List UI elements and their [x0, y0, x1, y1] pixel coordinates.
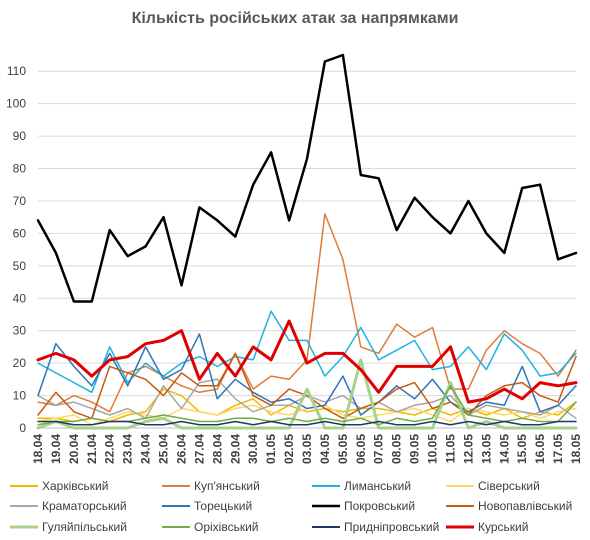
- x-tick-label: 13.05: [479, 434, 493, 464]
- legend-label: Курський: [478, 520, 528, 534]
- y-tick-label: 100: [6, 97, 26, 111]
- series-line-10: [37, 420, 577, 426]
- series-line-8: [36, 358, 578, 430]
- x-tick-label: 08.05: [390, 434, 404, 464]
- y-tick-label: 20: [13, 356, 27, 370]
- x-tick-label: 16.05: [533, 434, 547, 464]
- x-tick-label: 09.05: [408, 434, 422, 464]
- gridlines: [38, 70, 576, 429]
- x-tick-label: 18.05: [569, 434, 583, 464]
- legend-label: Сіверський: [478, 479, 540, 493]
- x-tick-label: 18.04: [31, 434, 45, 464]
- x-tick-label: 29.04: [228, 434, 242, 464]
- x-tick-label: 10.05: [426, 434, 440, 464]
- y-tick-label: 60: [13, 226, 27, 240]
- x-tick-label: 22.04: [103, 434, 117, 464]
- legend-label: Покровський: [344, 499, 415, 513]
- x-tick-label: 27.04: [192, 434, 206, 464]
- y-tick-label: 70: [13, 194, 27, 208]
- x-tick-label: 11.05: [443, 434, 457, 464]
- series-line-6: [36, 53, 578, 303]
- x-tick-label: 03.05: [300, 434, 314, 464]
- x-tick-label: 20.04: [67, 434, 81, 464]
- y-tick-label: 0: [19, 421, 26, 435]
- x-tick-label: 28.04: [210, 434, 224, 464]
- series-line-0: [37, 388, 577, 423]
- legend-label: Краматорський: [42, 499, 127, 513]
- x-tick-label: 07.05: [372, 434, 386, 464]
- legend-label: Оріхівський: [194, 520, 259, 534]
- x-tick-label: 15.05: [515, 434, 529, 464]
- legend-label: Куп'янський: [194, 479, 260, 493]
- y-tick-label: 80: [13, 162, 27, 176]
- x-tick-label: 06.05: [354, 434, 368, 464]
- x-tick-label: 01.05: [264, 434, 278, 464]
- y-tick-label: 110: [7, 64, 26, 78]
- series-line-2: [37, 310, 577, 394]
- x-tick-label: 04.05: [318, 434, 332, 464]
- x-tick-label: 26.04: [174, 434, 188, 464]
- legend: Харківський Куп'янський Лиманський Сіверськ…: [10, 479, 572, 534]
- y-tick-label: 10: [13, 389, 27, 403]
- x-tick-label: 23.04: [121, 434, 135, 464]
- legend-label: Гуляйпільський: [42, 520, 127, 534]
- x-tick-label: 25.04: [157, 434, 171, 464]
- x-tick-label: 19.04: [49, 434, 63, 464]
- x-tick-label: 30.04: [246, 434, 260, 464]
- series-line-5: [37, 333, 577, 416]
- series-line-7: [37, 352, 577, 420]
- x-tick-label: 05.05: [336, 434, 350, 464]
- legend-label: Новопавлівський: [478, 499, 572, 513]
- x-tick-label: 21.04: [85, 434, 99, 464]
- series-lines: [36, 53, 578, 430]
- series-line-11: [36, 319, 578, 404]
- x-tick-label: 02.05: [282, 434, 296, 464]
- x-axis-tick-labels: 18.04 19.04 20.04 21.04 22.04 23.04 24.04 25.04…: [31, 434, 583, 464]
- y-axis-tick-labels: 0 10 20 30 40 50 60 70 80 90 100 110: [6, 64, 26, 435]
- legend-label: Лиманський: [344, 479, 411, 493]
- x-tick-label: 14.05: [497, 434, 511, 464]
- x-tick-label: 17.05: [551, 434, 565, 464]
- x-tick-label: 12.05: [461, 434, 475, 464]
- chart-title: Кількість російських атак за напрямками: [131, 10, 459, 27]
- y-tick-label: 40: [13, 291, 27, 305]
- y-tick-label: 50: [13, 259, 27, 273]
- legend-label: Харківський: [42, 479, 108, 493]
- x-tick-label: 24.04: [139, 434, 153, 464]
- legend-label: Придніпровський: [344, 520, 439, 534]
- y-tick-label: 90: [13, 129, 27, 143]
- legend-label: Торецький: [194, 499, 252, 513]
- y-tick-label: 30: [13, 324, 27, 338]
